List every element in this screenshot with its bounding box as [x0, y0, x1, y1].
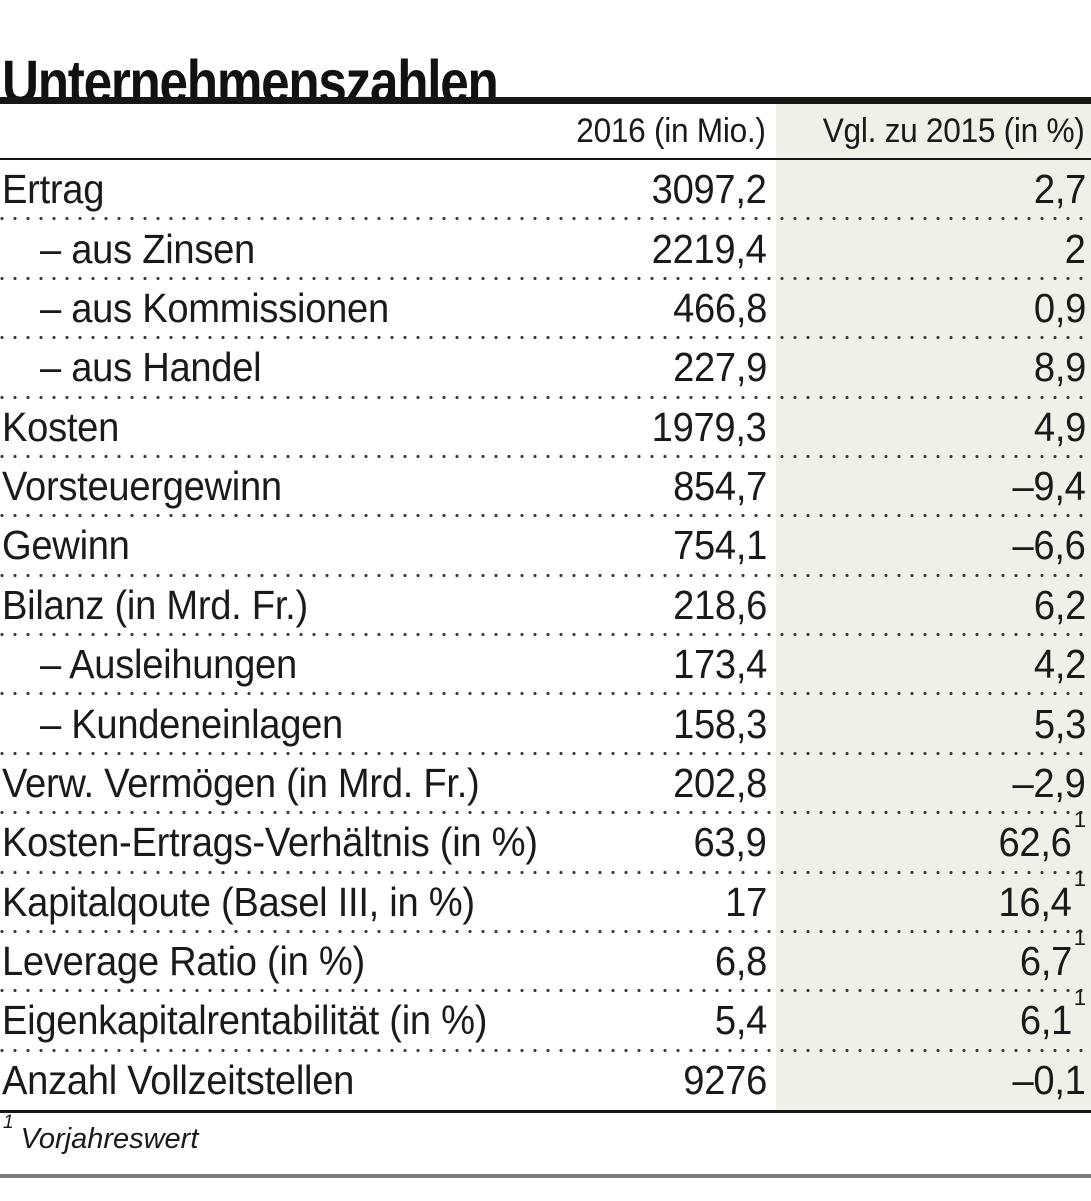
row-label: Eigenkapitalrentabilität (in %) — [2, 997, 488, 1044]
row-value-2016: 202,8 — [672, 759, 767, 806]
row-label: – aus Zinsen — [40, 225, 255, 272]
footnote-marker: 1 — [1073, 925, 1086, 951]
table-row: Kosten 1979,3 4,9 — [0, 398, 1091, 460]
table-row: – aus Handel 227,9 8,9 — [0, 338, 1091, 400]
row-compare-2015: –6,6 — [1012, 522, 1086, 569]
table-bottom-rule — [0, 1110, 1091, 1113]
table-row: Anzahl Vollzeitstellen 9276 –0,1 — [0, 1051, 1091, 1110]
row-label: Leverage Ratio (in %) — [2, 938, 365, 985]
table-row: Verw. Vermögen (in Mrd. Fr.) 202,8 –2,9 — [0, 754, 1091, 816]
row-compare-2015: –2,9 — [1012, 759, 1086, 806]
row-label: Bilanz (in Mrd. Fr.) — [2, 581, 308, 628]
row-label: Kapitalqoute (Basel III, in %) — [2, 878, 475, 925]
row-value-2016: 218,6 — [672, 581, 767, 628]
row-value-2016: 63,9 — [693, 819, 767, 866]
row-value-2016: 1979,3 — [652, 403, 767, 450]
row-compare-2015: 62,61 — [998, 806, 1086, 866]
row-compare-2015: –0,1 — [1012, 1056, 1086, 1103]
table-row: – Kundeneinlagen 158,3 5,3 — [0, 694, 1091, 757]
row-label: – aus Handel — [40, 344, 262, 391]
table-header-row: 2016 (in Mio.) Vgl. zu 2015 (in %) — [0, 104, 1091, 158]
footnote-marker: 1 — [1073, 984, 1086, 1010]
row-compare-2015: 5,3 — [1033, 700, 1086, 747]
table-row: – aus Kommissionen 466,8 0,9 — [0, 279, 1091, 341]
row-label: Verw. Vermögen (in Mrd. Fr.) — [2, 759, 480, 806]
table-row: Gewinn 754,1 –6,6 — [0, 516, 1091, 579]
row-compare-2015: 8,9 — [1033, 344, 1086, 391]
header-rule — [0, 158, 1091, 160]
header-compare-2015: Vgl. zu 2015 (in %) — [823, 111, 1085, 150]
table-row: Eigenkapitalrentabilität (in %) 5,4 6,11 — [0, 984, 1091, 1054]
row-compare-2015: 6,71 — [1019, 925, 1086, 985]
row-compare-2015: 6,2 — [1033, 581, 1086, 628]
row-value-2016: 158,3 — [672, 700, 767, 747]
row-compare-2015: 0,9 — [1033, 284, 1086, 331]
table-row: – Ausleihungen 173,4 4,2 — [0, 635, 1091, 697]
row-value-2016: 227,9 — [672, 344, 767, 391]
table-row: Bilanz (in Mrd. Fr.) 218,6 6,2 — [0, 576, 1091, 638]
footnote-marker: 1 — [3, 1112, 14, 1133]
row-value-2016: 466,8 — [672, 284, 767, 331]
table-row: Vorsteuergewinn 854,7 –9,4 — [0, 457, 1091, 519]
row-compare-2015: 4,9 — [1033, 403, 1086, 450]
row-compare-2015: –9,4 — [1012, 463, 1086, 510]
compare-column-shade — [776, 104, 1091, 1110]
bottom-rule — [0, 1174, 1091, 1178]
row-compare-2015: 6,11 — [1019, 984, 1086, 1044]
row-label: Gewinn — [2, 522, 130, 569]
row-label: Ertrag — [2, 166, 105, 213]
row-compare-2015: 16,41 — [998, 866, 1086, 925]
footnote-marker: 1 — [1073, 806, 1086, 832]
table-row: Leverage Ratio (in %) 6,8 6,71 — [0, 925, 1091, 994]
row-label: Kosten-Ertrags-Verhältnis (in %) — [2, 819, 538, 866]
header-value-2016: 2016 (in Mio.) — [576, 111, 767, 150]
footnote: 1 Vorjahreswert — [3, 1112, 199, 1156]
row-value-2016: 17 — [725, 878, 767, 925]
table-row: – aus Zinsen 2219,4 2 — [0, 219, 1091, 282]
row-compare-2015: 2 — [1065, 225, 1086, 272]
row-label: – Kundeneinlagen — [40, 700, 343, 747]
row-value-2016: 9276 — [683, 1056, 767, 1103]
table-row: Ertrag 3097,2 2,7 — [0, 160, 1091, 222]
row-compare-2015: 4,2 — [1033, 641, 1086, 688]
row-label: – aus Kommissionen — [40, 284, 389, 331]
row-value-2016: 6,8 — [714, 938, 767, 985]
row-value-2016: 854,7 — [672, 463, 767, 510]
table-row: Kosten-Ertrags-Verhältnis (in %) 63,9 62… — [0, 806, 1091, 875]
row-value-2016: 2219,4 — [652, 225, 767, 272]
table-rows: Ertrag 3097,2 2,7 – aus Zinsen 2219,4 2 … — [0, 160, 1091, 1110]
footnote-text: Vorjahreswert — [20, 1122, 199, 1155]
row-value-2016: 3097,2 — [652, 166, 767, 213]
footnote-marker: 1 — [1073, 866, 1086, 892]
row-label: Vorsteuergewinn — [2, 463, 282, 510]
title-rule — [0, 97, 1091, 104]
row-value-2016: 5,4 — [714, 997, 767, 1044]
row-value-2016: 754,1 — [672, 522, 767, 569]
row-label: – Ausleihungen — [40, 641, 297, 688]
row-label: Kosten — [2, 403, 120, 450]
table-row: Kapitalqoute (Basel III, in %) 17 16,41 — [0, 866, 1091, 935]
page-title: Unternehmenszahlen — [2, 47, 499, 116]
row-label: Anzahl Vollzeitstellen — [2, 1056, 355, 1103]
row-compare-2015: 2,7 — [1033, 166, 1086, 213]
row-value-2016: 173,4 — [672, 641, 767, 688]
